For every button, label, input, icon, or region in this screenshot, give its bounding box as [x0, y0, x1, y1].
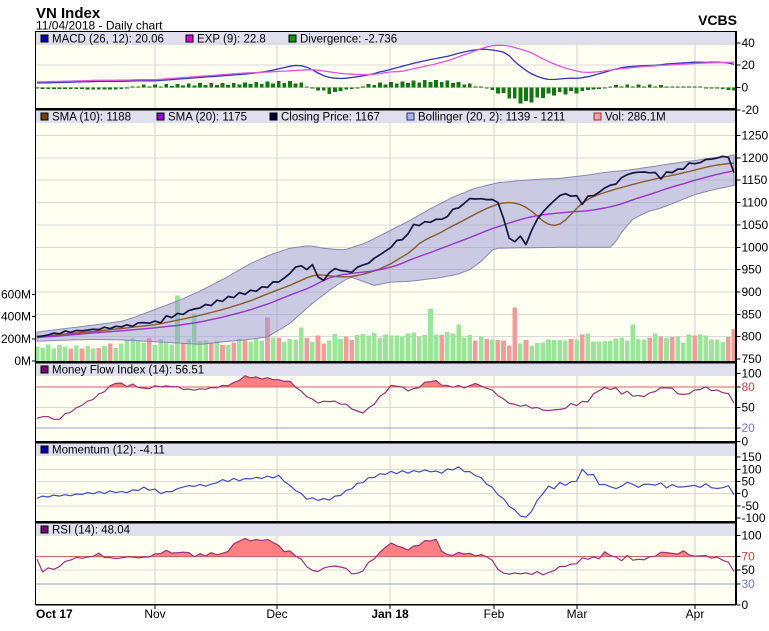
svg-text:11/04/2018 - Daily chart: 11/04/2018 - Daily chart	[36, 19, 163, 33]
svg-text:50: 50	[742, 563, 756, 577]
svg-text:SMA (10): 1188: SMA (10): 1188	[52, 112, 131, 124]
svg-text:Vol: 286.1M: Vol: 286.1M	[605, 112, 666, 124]
svg-text:850: 850	[742, 307, 762, 321]
svg-text:600M: 600M	[1, 287, 31, 301]
svg-text:0: 0	[742, 435, 749, 449]
svg-text:Feb: Feb	[484, 607, 505, 621]
svg-text:1050: 1050	[742, 218, 769, 232]
svg-text:RSI (14): 48.04: RSI (14): 48.04	[52, 525, 131, 537]
svg-text:Divergence: -2.736: Divergence: -2.736	[300, 34, 397, 46]
svg-text:Oct 17: Oct 17	[36, 607, 73, 621]
svg-text:MACD (26, 12): 20.06: MACD (26, 12): 20.06	[52, 34, 164, 46]
svg-text:20: 20	[742, 58, 756, 72]
svg-text:-20: -20	[742, 103, 760, 117]
svg-text:Jan 18: Jan 18	[371, 607, 409, 621]
svg-text:50: 50	[742, 475, 756, 489]
svg-text:70: 70	[742, 549, 756, 563]
svg-text:400M: 400M	[1, 310, 31, 324]
svg-text:200M: 200M	[1, 332, 31, 346]
svg-text:VCBS: VCBS	[698, 12, 737, 28]
svg-text:100: 100	[742, 528, 762, 542]
svg-text:0: 0	[742, 487, 749, 501]
svg-text:1200: 1200	[742, 151, 769, 165]
svg-text:750: 750	[742, 352, 762, 366]
svg-text:1150: 1150	[742, 173, 768, 187]
svg-text:950: 950	[742, 263, 762, 277]
svg-text:-100: -100	[742, 511, 766, 525]
svg-text:Nov: Nov	[144, 607, 165, 621]
svg-text:1100: 1100	[742, 196, 768, 210]
svg-text:Closing Price: 1167: Closing Price: 1167	[281, 112, 380, 124]
svg-text:100: 100	[742, 462, 762, 476]
svg-text:Mar: Mar	[567, 607, 588, 621]
svg-text:1250: 1250	[742, 129, 769, 143]
svg-text:40: 40	[742, 36, 756, 50]
svg-text:Bollinger (20, 2): 1139 - 1211: Bollinger (20, 2): 1139 - 1211	[418, 112, 565, 124]
svg-text:80: 80	[742, 380, 756, 394]
svg-text:20: 20	[742, 421, 756, 435]
svg-text:Dec: Dec	[266, 607, 287, 621]
svg-text:VN Index: VN Index	[36, 5, 101, 22]
svg-text:1000: 1000	[742, 240, 769, 254]
svg-text:0: 0	[742, 598, 749, 612]
svg-text:Money Flow Index (14): 56.51: Money Flow Index (14): 56.51	[52, 365, 204, 377]
svg-text:150: 150	[742, 450, 762, 464]
svg-text:800: 800	[742, 330, 762, 344]
svg-text:50: 50	[742, 401, 756, 415]
svg-text:900: 900	[742, 285, 762, 299]
svg-text:0M: 0M	[14, 354, 31, 368]
svg-text:-50: -50	[742, 499, 760, 513]
svg-text:Momentum (12): -4.11: Momentum (12): -4.11	[52, 445, 165, 457]
svg-text:100: 100	[742, 367, 762, 381]
svg-text:EXP (9): 22.8: EXP (9): 22.8	[197, 34, 266, 46]
svg-text:Apr: Apr	[686, 607, 705, 621]
svg-text:SMA (20): 1175: SMA (20): 1175	[168, 112, 247, 124]
svg-text:0: 0	[742, 81, 749, 95]
svg-text:30: 30	[742, 577, 756, 591]
